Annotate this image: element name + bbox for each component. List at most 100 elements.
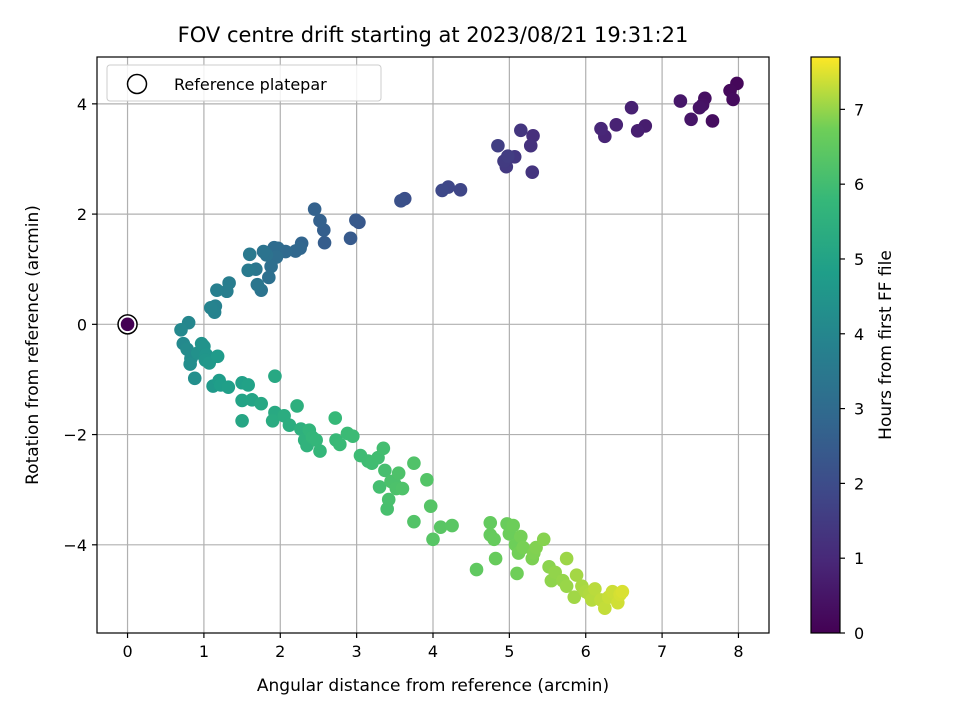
data-point xyxy=(210,283,224,297)
colorbar-tick-label: 0 xyxy=(854,624,864,643)
data-point xyxy=(559,551,574,566)
data-point xyxy=(588,582,602,596)
data-point xyxy=(514,529,528,544)
x-tick-label: 3 xyxy=(352,642,362,661)
y-axis: −4 −2 0 2 4 xyxy=(63,95,97,555)
x-tick-label: 5 xyxy=(504,642,514,661)
legend: Reference platepar xyxy=(106,64,382,102)
y-tick-label: −4 xyxy=(63,536,87,555)
data-point xyxy=(391,466,406,480)
colorbar-tick-label: 5 xyxy=(854,250,864,269)
data-point xyxy=(317,235,332,250)
data-point xyxy=(445,518,459,533)
data-point xyxy=(268,369,282,383)
colorbar-tick-label: 2 xyxy=(854,474,864,493)
data-point xyxy=(420,472,434,487)
y-tick-label: 0 xyxy=(77,315,87,334)
data-point xyxy=(567,590,582,604)
data-point xyxy=(726,92,740,107)
data-point xyxy=(510,566,524,581)
data-point xyxy=(254,396,268,411)
data-point xyxy=(264,259,278,274)
data-point xyxy=(423,499,438,514)
data-point xyxy=(630,124,645,138)
data-points xyxy=(174,76,744,615)
data-point xyxy=(516,540,530,555)
y-tick-label: 4 xyxy=(77,95,87,114)
data-point xyxy=(307,202,322,216)
data-point xyxy=(395,481,410,496)
data-point xyxy=(483,515,498,530)
data-point xyxy=(491,138,505,153)
data-point xyxy=(203,300,218,315)
data-point xyxy=(235,413,249,428)
data-point xyxy=(684,112,698,127)
colorbar-tick-label: 1 xyxy=(854,549,864,568)
data-point xyxy=(242,247,257,262)
data-point xyxy=(469,562,484,577)
data-point xyxy=(349,213,363,227)
data-point xyxy=(313,213,327,228)
data-point xyxy=(426,532,440,547)
data-point xyxy=(514,123,528,138)
data-point xyxy=(333,437,347,452)
data-point xyxy=(407,456,421,471)
data-point xyxy=(692,100,707,115)
x-axis-label: Angular distance from reference (arcmin) xyxy=(257,676,609,696)
data-point xyxy=(569,568,584,582)
x-tick-label: 4 xyxy=(428,642,438,661)
data-point xyxy=(256,244,271,259)
data-point xyxy=(221,380,236,394)
data-point xyxy=(624,100,639,115)
data-point xyxy=(487,532,501,547)
data-point xyxy=(183,357,197,371)
data-point xyxy=(488,551,503,566)
data-point xyxy=(536,532,551,547)
colorbar-tick-label: 6 xyxy=(854,175,864,194)
x-axis: 0 1 2 3 4 5 6 7 8 xyxy=(122,633,744,661)
data-point xyxy=(433,520,448,534)
data-point xyxy=(328,411,343,425)
data-point xyxy=(594,121,608,136)
reference-marker xyxy=(117,314,138,335)
x-tick-label: 6 xyxy=(581,642,591,661)
colorbar-tick-label: 7 xyxy=(854,100,864,119)
data-point xyxy=(174,323,188,337)
legend-label: Reference platepar xyxy=(174,75,327,94)
y-axis-label: Rotation from reference (arcmin) xyxy=(23,205,43,485)
data-point xyxy=(506,518,520,533)
data-point xyxy=(407,514,421,529)
data-point xyxy=(241,263,255,278)
data-point xyxy=(288,244,303,258)
colorbar-gradient xyxy=(810,56,841,634)
data-point xyxy=(235,393,249,408)
data-point xyxy=(250,277,265,292)
colorbar-tick-label: 3 xyxy=(854,400,864,419)
data-point xyxy=(615,584,630,599)
data-point xyxy=(262,270,276,285)
data-point xyxy=(381,492,396,507)
data-point xyxy=(220,284,234,299)
chart-title: FOV centre drift starting at 2023/08/21 … xyxy=(178,23,689,47)
data-point xyxy=(609,117,624,132)
x-tick-label: 2 xyxy=(275,642,285,661)
data-point xyxy=(241,378,255,392)
data-point xyxy=(309,433,323,447)
data-point xyxy=(673,94,688,108)
data-point xyxy=(394,194,408,208)
data-point xyxy=(210,349,225,364)
x-tick-label: 1 xyxy=(199,642,209,661)
data-point xyxy=(290,399,304,413)
data-point xyxy=(343,231,358,246)
data-point xyxy=(187,371,202,386)
data-point xyxy=(705,114,720,128)
colorbar-tick-label: 4 xyxy=(854,325,864,344)
data-point xyxy=(598,601,612,615)
x-tick-label: 7 xyxy=(657,642,667,661)
legend-marker xyxy=(126,73,148,95)
data-point xyxy=(313,444,327,458)
data-point xyxy=(435,183,449,198)
data-point xyxy=(346,429,360,444)
data-point xyxy=(378,463,392,478)
